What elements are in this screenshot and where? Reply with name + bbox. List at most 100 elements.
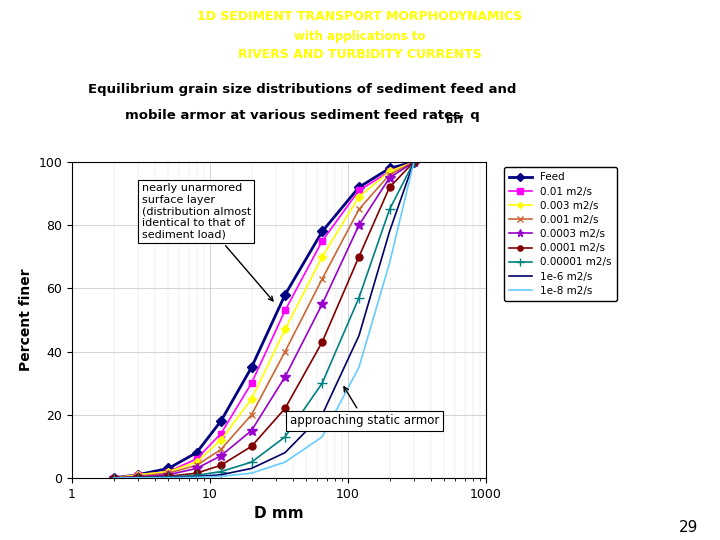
- 0.0001 m2/s: [109, 475, 118, 481]
- 0.01 m2/s: [247, 380, 256, 387]
- 0.001 m2/s: [385, 171, 394, 178]
- 0.0001 m2/s: [217, 462, 225, 469]
- Feed: [318, 228, 326, 235]
- Feed: [217, 418, 225, 424]
- 1e-8 m2/s: [318, 434, 326, 440]
- Feed: [247, 364, 256, 370]
- 0.01 m2/s: [318, 238, 326, 244]
- 0.01 m2/s: [385, 168, 394, 175]
- Feed: [164, 465, 173, 471]
- 1e-6 m2/s: [281, 449, 289, 456]
- 0.00001 m2/s: [192, 472, 201, 478]
- Line: 1e-6 m2/s: 1e-6 m2/s: [114, 162, 414, 478]
- 1e-6 m2/s: [247, 465, 256, 471]
- 0.0001 m2/s: [133, 474, 142, 481]
- Text: bTf: bTf: [445, 115, 463, 125]
- 0.00001 m2/s: [318, 380, 326, 387]
- 1e-8 m2/s: [164, 475, 173, 481]
- 0.003 m2/s: [109, 475, 118, 481]
- 0.001 m2/s: [318, 275, 326, 282]
- 1e-8 m2/s: [385, 260, 394, 266]
- 1e-8 m2/s: [192, 474, 201, 481]
- 0.00001 m2/s: [410, 159, 418, 165]
- Line: 0.0003 m2/s: 0.0003 m2/s: [109, 157, 419, 483]
- 0.003 m2/s: [192, 459, 201, 465]
- 0.0001 m2/s: [192, 470, 201, 476]
- 1e-6 m2/s: [355, 333, 364, 339]
- 0.00001 m2/s: [217, 468, 225, 475]
- 0.01 m2/s: [355, 187, 364, 194]
- 0.0001 m2/s: [318, 339, 326, 345]
- Text: 29: 29: [679, 519, 698, 535]
- Line: 0.001 m2/s: 0.001 m2/s: [110, 159, 418, 481]
- Text: RIVERS AND TURBIDITY CURRENTS: RIVERS AND TURBIDITY CURRENTS: [238, 48, 482, 61]
- Feed: [410, 159, 418, 165]
- 0.0001 m2/s: [385, 184, 394, 191]
- 1e-8 m2/s: [247, 470, 256, 476]
- Line: 0.0001 m2/s: 0.0001 m2/s: [110, 159, 418, 481]
- 0.0001 m2/s: [281, 405, 289, 411]
- 0.0003 m2/s: [247, 427, 256, 434]
- 1e-8 m2/s: [410, 159, 418, 165]
- 0.003 m2/s: [164, 468, 173, 475]
- Feed: [385, 165, 394, 172]
- 0.001 m2/s: [192, 462, 201, 469]
- 0.0003 m2/s: [355, 222, 364, 228]
- 0.0003 m2/s: [164, 471, 173, 478]
- 0.003 m2/s: [133, 471, 142, 478]
- 0.0003 m2/s: [410, 159, 418, 165]
- 0.00001 m2/s: [133, 474, 142, 481]
- 1e-8 m2/s: [133, 475, 142, 481]
- 1e-8 m2/s: [355, 364, 364, 370]
- 0.01 m2/s: [164, 468, 173, 475]
- 0.0003 m2/s: [192, 465, 201, 471]
- 0.001 m2/s: [355, 206, 364, 213]
- Line: 0.00001 m2/s: 0.00001 m2/s: [109, 157, 419, 483]
- Text: © Gary Parker November, 2004: © Gary Parker November, 2004: [282, 62, 438, 72]
- Text: nearly unarmored
surface layer
(distribution almost
identical to that of
sedimen: nearly unarmored surface layer (distribu…: [142, 184, 273, 301]
- 1e-6 m2/s: [217, 471, 225, 478]
- 0.0003 m2/s: [281, 374, 289, 380]
- 0.003 m2/s: [217, 437, 225, 443]
- Line: 0.01 m2/s: 0.01 m2/s: [110, 159, 418, 481]
- 0.001 m2/s: [410, 159, 418, 165]
- 0.0003 m2/s: [109, 475, 118, 481]
- Text: 1D SEDIMENT TRANSPORT MORPHODYNAMICS: 1D SEDIMENT TRANSPORT MORPHODYNAMICS: [197, 10, 523, 23]
- 0.001 m2/s: [133, 473, 142, 480]
- Feed: [109, 475, 118, 481]
- Line: 1e-8 m2/s: 1e-8 m2/s: [114, 162, 414, 478]
- Feed: [192, 449, 201, 456]
- Feed: [281, 292, 289, 298]
- 0.01 m2/s: [109, 475, 118, 481]
- 0.00001 m2/s: [109, 475, 118, 481]
- 0.0003 m2/s: [385, 174, 394, 181]
- 0.0003 m2/s: [217, 453, 225, 459]
- 0.0001 m2/s: [410, 159, 418, 165]
- Line: 0.003 m2/s: 0.003 m2/s: [111, 159, 417, 481]
- 0.001 m2/s: [164, 470, 173, 476]
- 1e-8 m2/s: [281, 459, 289, 465]
- 0.003 m2/s: [410, 159, 418, 165]
- 1e-6 m2/s: [133, 475, 142, 481]
- 0.003 m2/s: [247, 396, 256, 402]
- 0.0001 m2/s: [355, 253, 364, 260]
- Feed: [133, 471, 142, 478]
- 0.001 m2/s: [109, 475, 118, 481]
- 0.00001 m2/s: [355, 295, 364, 301]
- 0.0001 m2/s: [164, 473, 173, 480]
- 1e-6 m2/s: [410, 159, 418, 165]
- Text: Equilibrium grain size distributions of sediment feed and: Equilibrium grain size distributions of …: [89, 83, 516, 96]
- 1e-8 m2/s: [109, 475, 118, 481]
- 0.0003 m2/s: [133, 474, 142, 480]
- 1e-6 m2/s: [385, 228, 394, 235]
- Text: mobile armor at various sediment feed rates  q: mobile armor at various sediment feed ra…: [125, 109, 480, 122]
- 0.0003 m2/s: [318, 301, 326, 307]
- Text: with applications to: with applications to: [294, 30, 426, 43]
- X-axis label: D mm: D mm: [254, 506, 304, 521]
- Text: approaching static armor: approaching static armor: [290, 387, 439, 427]
- 0.001 m2/s: [247, 411, 256, 418]
- 0.00001 m2/s: [164, 474, 173, 480]
- 1e-8 m2/s: [217, 473, 225, 480]
- 0.01 m2/s: [217, 430, 225, 437]
- Line: Feed: Feed: [110, 159, 418, 481]
